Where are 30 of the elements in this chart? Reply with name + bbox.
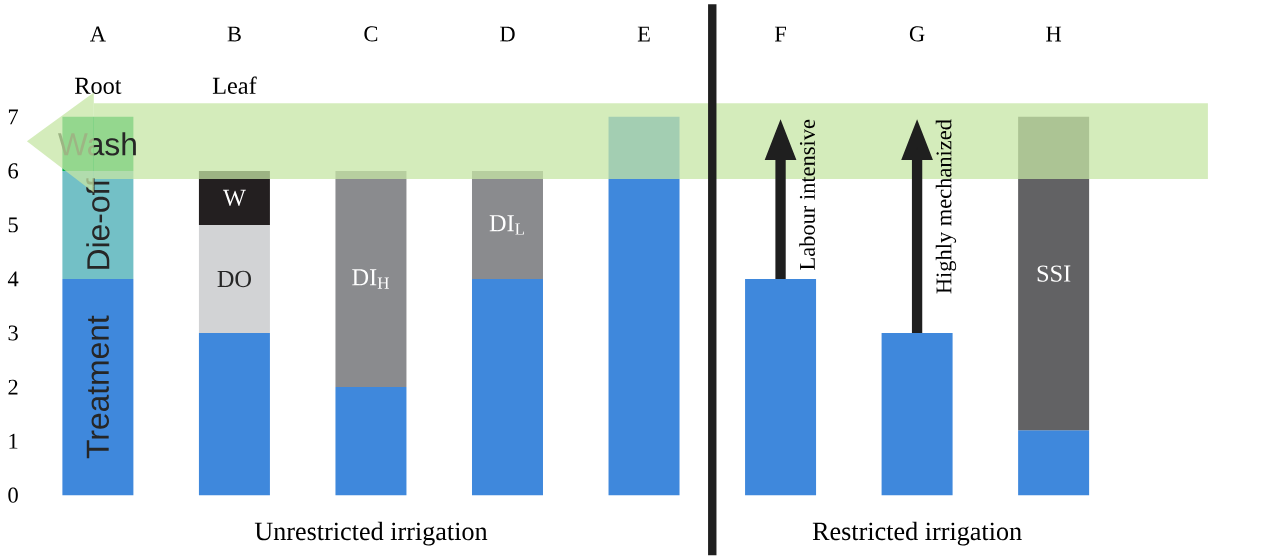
x-tick-label: A xyxy=(90,26,106,42)
x-tick-label: D xyxy=(500,26,515,42)
x-tick-label: C xyxy=(364,26,378,42)
text: Restricted irrigation xyxy=(812,521,1022,546)
y-tick-label: 7 xyxy=(8,109,19,124)
data-label: DI$_{L}$ xyxy=(489,215,525,235)
x-tick-label: G xyxy=(909,26,925,42)
annotation: Highly mechanized xyxy=(935,119,957,294)
y-tick-label: 0 xyxy=(8,487,18,503)
x-tick-label: F xyxy=(774,26,786,42)
y-tick-label: 5 xyxy=(8,217,18,233)
data-label: DI$_{H}$ xyxy=(352,269,389,289)
y-tick-label: 1 xyxy=(9,433,18,449)
data-label: W xyxy=(222,189,246,206)
y-tick-label: 4 xyxy=(7,271,19,287)
x-tick-label: B xyxy=(227,26,241,42)
y-tick-label: 3 xyxy=(8,325,18,341)
x-tick-label: E xyxy=(637,26,650,42)
text: Leaf xyxy=(212,76,257,94)
text: Unrestricted irrigation xyxy=(254,521,488,546)
x-tick-label: H xyxy=(1046,26,1062,42)
y-tick-label: 6 xyxy=(8,163,19,179)
text: Root xyxy=(74,77,122,94)
data-label: SSI xyxy=(1037,265,1071,282)
data-label: Wash xyxy=(58,131,136,156)
data-label: Die-off xyxy=(86,178,110,269)
data-label: Treatment xyxy=(86,315,109,458)
annotation: Labour intensive xyxy=(799,119,815,270)
data-label: DO xyxy=(217,270,251,287)
y-tick-label: 2 xyxy=(8,379,18,395)
